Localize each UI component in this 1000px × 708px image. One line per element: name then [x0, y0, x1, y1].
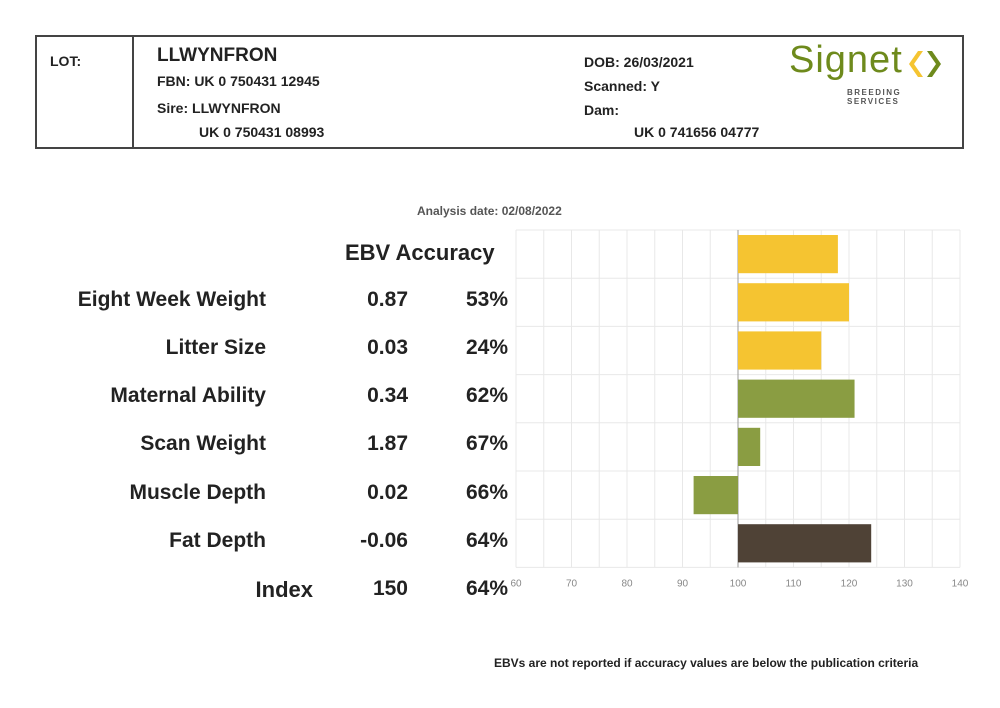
bar-litter-size: [738, 283, 849, 322]
bar-index: [738, 524, 872, 563]
x-tick-label: 120: [841, 578, 858, 589]
signet-logo: Signet BREEDING SERVICES: [789, 39, 949, 106]
dam-label: Dam:: [584, 102, 620, 118]
accuracy-value: 62%: [465, 384, 508, 407]
analysis-date: Analysis date: 02/08/2022: [417, 204, 562, 218]
ebv-value: 0.34: [367, 384, 408, 407]
column-header: EBV Accuracy: [345, 240, 495, 265]
ebv-value: 150: [372, 577, 408, 600]
accuracy-value: 67%: [465, 432, 508, 455]
header-divider: [132, 37, 134, 147]
x-tick-label: 140: [952, 578, 969, 589]
bar-maternal-ability: [738, 331, 822, 370]
animal-name: LLWYNFRON: [157, 45, 278, 66]
accuracy-value: 53%: [465, 288, 508, 311]
ebv-value: 0.87: [367, 288, 408, 311]
x-tick-label: 80: [621, 578, 633, 589]
dam-id: UK 0 741656 04777: [634, 124, 760, 140]
bar-eight-week-weight: [738, 235, 838, 274]
trait-label: Scan Weight: [140, 432, 266, 455]
x-tick-label: 90: [677, 578, 689, 589]
x-tick-label: 100: [730, 578, 747, 589]
sire-id: UK 0 750431 08993: [199, 124, 325, 140]
trait-label: Maternal Ability: [110, 384, 266, 407]
x-tick-label: 60: [510, 578, 522, 589]
accuracy-value: 64%: [465, 577, 508, 600]
ebv-bar-chart: 60 70 80 90 100 110 120 130 140: [510, 229, 969, 589]
x-tick-label: 110: [786, 578, 802, 589]
fbn-number: FBN: UK 0 750431 12945: [157, 73, 320, 89]
trait-label: Muscle Depth: [129, 481, 266, 504]
logo-wordmark: Signet: [789, 39, 903, 81]
date-of-birth: DOB: 26/03/2021: [584, 54, 694, 70]
trait-label: Eight Week Weight: [77, 288, 266, 311]
trait-label: Fat Depth: [169, 529, 266, 552]
trait-label-index: Index: [255, 577, 313, 602]
bar-scan-weight: [738, 379, 855, 418]
footnote: EBVs are not reported if accuracy values…: [494, 656, 919, 670]
logo-subtitle: BREEDING SERVICES: [847, 88, 902, 106]
sire-name: Sire: LLWYNFRON: [157, 100, 281, 116]
trait-label: Litter Size: [165, 336, 266, 359]
ebv-value: 0.02: [367, 481, 408, 504]
bar-muscle-depth: [738, 427, 761, 466]
accuracy-value: 66%: [465, 481, 508, 504]
bar-fat-depth: [693, 476, 738, 515]
ebv-value: 0.03: [367, 336, 408, 359]
ebv-value: 1.87: [367, 432, 408, 455]
accuracy-value: 64%: [465, 529, 508, 552]
lot-label: LOT:: [50, 53, 82, 69]
x-tick-label: 70: [566, 578, 578, 589]
ebv-value: -0.06: [360, 529, 408, 552]
animal-info-header: LOT: LLWYNFRON FBN: UK 0 750431 12945 Si…: [35, 35, 964, 149]
scanned-status: Scanned: Y: [584, 78, 660, 94]
signet-chevron-icon: [909, 51, 941, 77]
accuracy-value: 24%: [465, 336, 508, 359]
x-tick-label: 130: [896, 578, 913, 589]
